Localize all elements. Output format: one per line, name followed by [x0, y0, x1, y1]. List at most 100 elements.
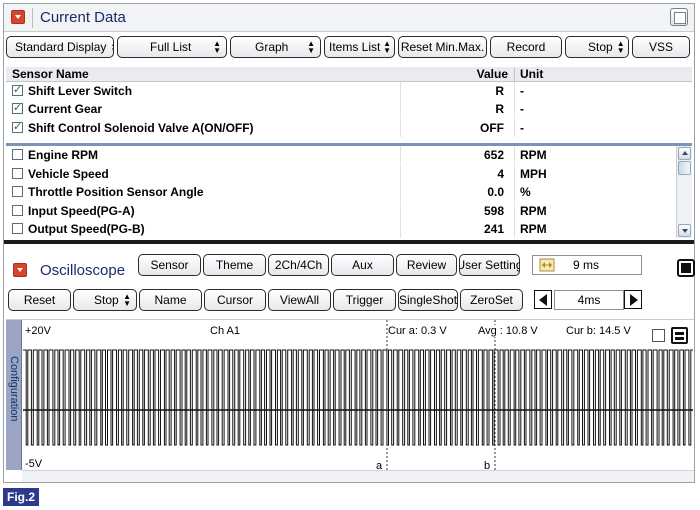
header-value: Value — [476, 67, 508, 81]
maximize-icon[interactable] — [670, 8, 688, 26]
stop-square-icon[interactable] — [677, 259, 695, 277]
cursor-b-marker[interactable]: b — [484, 460, 491, 472]
timebase-decrease-icon[interactable] — [534, 290, 552, 309]
scroll-thumb[interactable] — [678, 161, 691, 175]
table-row[interactable]: Shift Control Solenoid Valve A(ON/OFF) O… — [6, 119, 676, 137]
table-row[interactable]: Shift Lever Switch R - — [6, 82, 676, 100]
panel-divider[interactable] — [4, 240, 694, 244]
trigger-button[interactable]: Trigger — [333, 289, 396, 311]
sensor-value: OFF — [480, 121, 504, 135]
row-checkbox[interactable] — [12, 168, 23, 179]
2ch-4ch-button[interactable]: 2Ch/4Ch — [268, 254, 329, 276]
scroll-down-icon[interactable] — [678, 224, 691, 237]
sensor-value: 598 — [483, 204, 504, 218]
sensor-unit: RPM — [520, 204, 547, 218]
viewall-button[interactable]: ViewAll — [268, 289, 331, 311]
reset-button[interactable]: Reset — [8, 289, 71, 311]
sensor-name: Shift Lever Switch — [28, 84, 133, 98]
theme-button[interactable]: Theme — [203, 254, 266, 276]
column-divider — [400, 146, 401, 164]
row-checkbox[interactable] — [12, 83, 23, 96]
scope-horizontal-scrollbar[interactable] — [22, 470, 694, 482]
sensor-table-header: Sensor Name Value Unit — [6, 67, 692, 82]
zeroset-button[interactable]: ZeroSet — [460, 289, 523, 311]
spin-arrows-icon: ▲▼ — [616, 39, 625, 55]
stop-select[interactable]: Stop ▲ ▼ — [565, 36, 629, 58]
row-checkbox[interactable] — [12, 186, 23, 197]
timebase-increase-icon[interactable] — [624, 290, 642, 309]
cursor-a-marker[interactable]: a — [376, 460, 383, 472]
header-divider — [32, 8, 33, 28]
y-axis-bottom-label: -5V — [25, 458, 43, 470]
current-data-title: Current Data — [40, 9, 126, 26]
table-scrollbar[interactable] — [676, 146, 692, 238]
scope-stop-select[interactable]: Stop ▲ ▼ — [73, 289, 137, 311]
aux-button[interactable]: Aux — [331, 254, 394, 276]
sensor-button[interactable]: Sensor — [138, 254, 201, 276]
graph-select[interactable]: Graph ▲ ▼ — [230, 36, 321, 58]
row-checkbox[interactable] — [12, 205, 23, 216]
vss-button[interactable]: VSS — [632, 36, 690, 58]
table-row[interactable]: Engine RPM 652 RPM — [6, 146, 676, 164]
table-row[interactable]: Vehicle Speed 4 MPH — [6, 165, 676, 183]
scope-menu-icon[interactable] — [671, 327, 688, 344]
column-divider — [514, 146, 515, 164]
row-checkbox[interactable] — [12, 120, 23, 133]
singleshot-button[interactable]: SingleShot — [398, 289, 458, 311]
sensor-unit: - — [520, 121, 524, 135]
average-readout: Avg : 10.8 V — [478, 325, 538, 337]
user-setting-button[interactable]: User Setting — [459, 254, 520, 276]
configuration-tab[interactable]: Configuration — [6, 320, 22, 470]
waveform-plot[interactable] — [23, 320, 693, 470]
row-checkbox[interactable] — [12, 149, 23, 160]
column-divider — [514, 183, 515, 201]
column-divider — [400, 82, 401, 100]
scope-option-checkbox[interactable] — [652, 329, 665, 342]
configuration-tab-label: Configuration — [8, 356, 20, 422]
review-button[interactable]: Review — [396, 254, 457, 276]
table-row[interactable]: Current Gear R - — [6, 100, 676, 118]
figure-label: Fig.2 — [3, 488, 40, 506]
column-divider — [400, 119, 401, 137]
graph-label: Graph — [255, 40, 289, 54]
scan-tool-window: Current Data Standard Display ▲▼ Full Li… — [3, 3, 695, 483]
spin-arrows-icon: ▲▼ — [307, 39, 315, 55]
sensor-value: 241 — [483, 222, 504, 236]
sensor-value: R — [495, 102, 504, 116]
timebase-readout: 4ms — [554, 290, 624, 310]
collapse-icon[interactable] — [11, 10, 25, 24]
spin-arrows-icon: ▲▼ — [383, 39, 391, 55]
sensor-name: Shift Control Solenoid Valve A(ON/OFF) — [28, 121, 254, 135]
row-checkbox[interactable] — [12, 101, 23, 114]
record-button[interactable]: Record — [490, 36, 562, 58]
row-checkbox[interactable] — [12, 223, 23, 234]
sensor-unit: - — [520, 84, 524, 98]
column-divider — [400, 183, 401, 201]
sensor-name: Input Speed(PG-A) — [28, 204, 135, 218]
header-sensor-name: Sensor Name — [12, 67, 89, 81]
sensor-unit: MPH — [520, 167, 547, 181]
column-divider — [514, 202, 515, 220]
standard-display-label: Standard Display — [15, 40, 107, 54]
spin-arrows-icon: ▲▼ — [213, 39, 221, 55]
items-list-label: Items List — [329, 40, 381, 54]
sensor-name: Output Speed(PG-B) — [28, 222, 145, 236]
table-row[interactable]: Throttle Position Sensor Angle 0.0 % — [6, 183, 676, 201]
table-row[interactable]: Input Speed(PG-A) 598 RPM — [6, 202, 676, 220]
column-divider — [514, 67, 515, 82]
sensor-unit: % — [520, 185, 531, 199]
full-list-select[interactable]: Full List ▲ ▼ — [117, 36, 227, 58]
collapse-icon[interactable] — [13, 263, 27, 277]
time-readout-value: 9 ms — [573, 258, 600, 272]
scroll-up-icon[interactable] — [678, 147, 691, 160]
scope-stop-label: Stop — [94, 293, 119, 307]
cursor-button[interactable]: Cursor — [204, 289, 266, 311]
name-button[interactable]: Name — [139, 289, 202, 311]
table-row[interactable]: Output Speed(PG-B) 241 RPM — [6, 220, 676, 238]
scope-display[interactable]: Configuration +20V -5V Ch A1 Cur a: 0.3 … — [6, 319, 694, 482]
reset-min-max-button[interactable]: Reset Min.Max. — [398, 36, 487, 58]
column-divider — [400, 100, 401, 118]
standard-display-select[interactable]: Standard Display ▲▼ — [6, 36, 114, 58]
items-list-select[interactable]: Items List ▲ ▼ — [324, 36, 395, 58]
column-divider — [514, 100, 515, 118]
